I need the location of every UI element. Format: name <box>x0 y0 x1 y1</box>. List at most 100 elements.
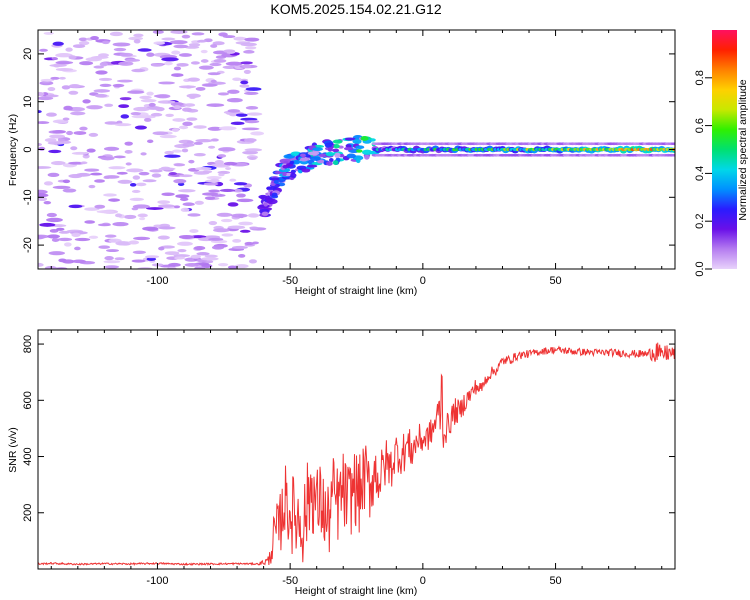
spectral-cell <box>361 149 373 155</box>
spectral-cell <box>207 126 223 131</box>
snr-y-tick-label: 200 <box>22 504 34 522</box>
spectral-cell <box>213 58 227 63</box>
spectral-cell <box>245 106 259 110</box>
spectral-cell <box>46 217 63 223</box>
spectral-cell <box>52 129 67 134</box>
spectral-cell <box>243 50 255 54</box>
spectral-cell <box>186 93 201 98</box>
spectral-cell <box>168 172 177 176</box>
spectral-cell <box>164 154 181 158</box>
spectral-cell <box>55 53 73 58</box>
spectral-cell <box>178 53 193 57</box>
snr-frame <box>37 329 676 570</box>
spectral-cell <box>43 201 52 205</box>
spectral-cell <box>48 149 62 154</box>
spectral-cell <box>109 31 123 37</box>
spectral-cell <box>173 205 181 209</box>
spectral-cell <box>182 107 193 112</box>
spectral-cell <box>312 147 324 152</box>
spectral-cell <box>104 265 120 269</box>
spectral-cell <box>232 239 242 243</box>
spectral-cell <box>306 164 318 168</box>
spectral-cell <box>333 143 340 149</box>
spectral-cell <box>38 235 46 240</box>
spectral-cell <box>38 92 45 97</box>
spectral-cell <box>157 226 176 230</box>
spectral-cell <box>332 160 339 166</box>
spectral-cell <box>200 49 208 54</box>
spectral-cell <box>271 192 278 197</box>
spectral-cell <box>196 39 207 43</box>
spectral-cell <box>108 198 121 202</box>
spectral-cell <box>138 171 150 176</box>
spectral-cell <box>324 142 333 148</box>
spectral-cell <box>229 112 238 117</box>
spectral-cell <box>38 262 44 267</box>
spectral-cell <box>325 151 335 157</box>
spectral-cell <box>125 162 132 166</box>
spectral-cell <box>93 89 111 93</box>
spectral-cell <box>219 188 236 192</box>
spectral-cell <box>66 130 74 136</box>
spectral-cell <box>62 179 71 184</box>
spectral-cell <box>103 175 120 179</box>
spectral-cell <box>39 222 56 227</box>
spectral-cell <box>279 158 292 164</box>
spectral-cell <box>161 57 179 62</box>
spectral-cell <box>243 69 251 75</box>
spectral-cell <box>118 104 130 109</box>
spectral-cell <box>186 140 194 144</box>
spectral-cell <box>115 213 123 218</box>
spectral-cell <box>289 160 295 165</box>
spectral-cell <box>43 181 54 186</box>
spectral-cell <box>173 254 191 258</box>
spectral-cell <box>90 36 99 41</box>
spectral-cell <box>126 168 144 173</box>
spectral-cell <box>150 112 163 117</box>
spectral-cell <box>133 33 144 38</box>
snr-panel: -100 -50 0 50 200 400 600 800 Height of straigh… <box>7 329 676 597</box>
spectrogram-x-tick-label: 50 <box>549 275 561 287</box>
snr-line <box>38 342 675 566</box>
spectral-cell <box>179 174 193 178</box>
spectral-cell <box>139 217 146 221</box>
spectral-cell <box>164 150 174 155</box>
spectral-cell <box>148 102 156 107</box>
spectral-cell <box>346 153 356 159</box>
snr-x-tick-label: -50 <box>282 575 298 587</box>
spectral-cell <box>235 113 248 117</box>
spectral-cell <box>206 176 222 180</box>
spectral-cell <box>231 245 248 250</box>
spectral-cell <box>241 127 260 131</box>
spectral-cell <box>202 192 219 196</box>
spectral-cell <box>47 172 60 178</box>
spectral-cell <box>80 161 88 165</box>
spectral-cell <box>216 212 233 217</box>
spectral-cell <box>124 141 133 146</box>
spectral-cell <box>670 142 675 146</box>
spectral-cell <box>51 161 66 166</box>
spectral-cell <box>171 50 181 55</box>
spectral-cell <box>127 90 145 94</box>
spectral-cell <box>114 123 132 127</box>
spectrogram-y-tick-label: 10 <box>22 96 34 108</box>
spectral-cell <box>117 179 133 184</box>
spectral-cell <box>188 159 195 164</box>
spectral-cell <box>50 76 60 80</box>
spectral-cell <box>171 73 184 77</box>
spectrogram-x-tick-label: 0 <box>420 275 426 287</box>
spectral-cell <box>332 139 343 144</box>
spectral-cell <box>200 59 209 63</box>
spectral-cell <box>217 170 231 175</box>
spectral-cell <box>39 48 48 52</box>
spectral-cell <box>164 251 180 256</box>
spectral-cell <box>70 146 78 151</box>
spectral-cell <box>300 153 306 158</box>
spectral-cell <box>180 207 190 212</box>
spectral-cell <box>157 235 170 240</box>
spectral-cell <box>173 105 182 110</box>
spectral-cell <box>334 152 341 158</box>
spectral-cell <box>208 189 221 193</box>
spectral-cell <box>62 117 70 121</box>
spectral-cell <box>220 218 233 223</box>
